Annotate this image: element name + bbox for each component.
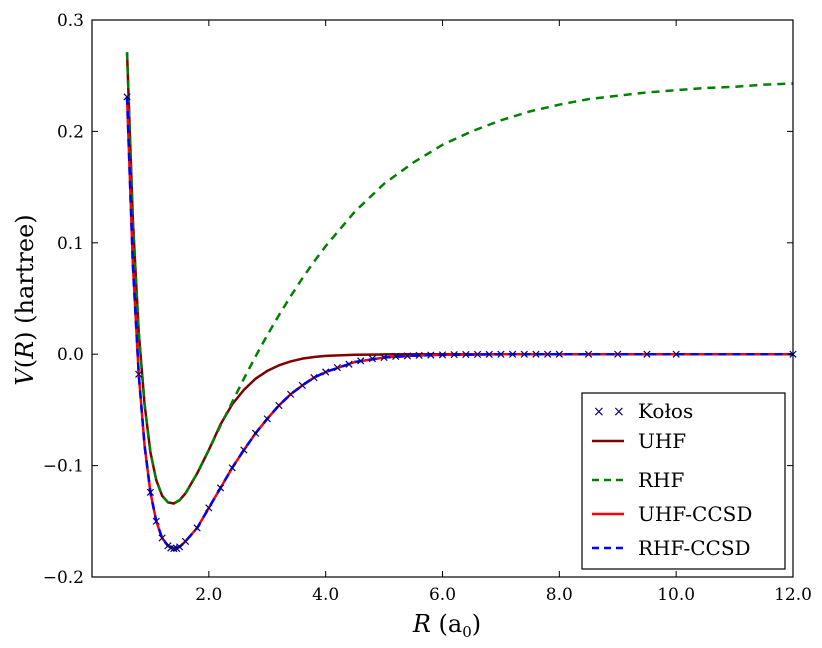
kolos-point [520, 350, 528, 358]
kolos-point [380, 353, 388, 362]
kolos-point [123, 93, 131, 101]
y-tick-label: 0.0 [57, 345, 84, 365]
kolos-point [532, 350, 540, 358]
kolos-point [368, 355, 377, 363]
kolos-point [251, 429, 260, 437]
kolos-point [438, 351, 447, 359]
kolos-point [176, 543, 184, 551]
y-axis-label: V(R) (hartree) [11, 214, 39, 385]
legend-rhf-label: RHF [638, 468, 685, 492]
x-tick-label: 6.0 [429, 585, 456, 605]
series-line-rhf [125, 52, 794, 505]
x-tick-label: 12.0 [774, 585, 812, 605]
y-tick-label: 0.3 [57, 11, 84, 31]
kolos-point [205, 504, 213, 512]
legend-kolos-marker-1: × [593, 404, 605, 420]
kolos-point [357, 357, 365, 365]
kolos-point [181, 537, 190, 545]
legend-entry-rhf: RHF [592, 468, 685, 492]
y-tick-label: 0.1 [57, 234, 84, 254]
legend-rhf-ccsd-label: RHF-CCSD [638, 536, 751, 560]
y-axis-label-open: ( [11, 359, 39, 368]
x-axis-label: R (a0) [412, 610, 481, 641]
x-tick-label: 2.0 [195, 585, 222, 605]
kolos-point [135, 370, 143, 378]
x-axis-label-subscript: 0 [462, 623, 472, 641]
plot-area [123, 52, 797, 553]
y-tick-label: 0.2 [57, 122, 84, 142]
kolos-point [392, 352, 400, 361]
axis-ticks: 2.0 4.0 6.0 8.0 10.0 12.0 −0.2 −0.1 0.0 0.1 0.2 0.3 [43, 11, 812, 605]
legend-entry-rhf-ccsd: RHF-CCSD [592, 536, 751, 560]
kolos-point [403, 352, 412, 360]
kolos-point [584, 350, 593, 358]
kolos-point [555, 350, 563, 358]
kolos-point [322, 368, 330, 376]
legend-entry-uhf: UHF [592, 429, 686, 453]
legend-uhf-label: UHF [638, 429, 686, 453]
x-axis-label-symbol: R [412, 610, 431, 638]
y-axis-label-unit: (hartree) [11, 214, 39, 331]
y-axis-label-close: ) [11, 331, 39, 340]
x-axis-label-close: ) [472, 610, 481, 638]
kolos-point [497, 350, 505, 358]
legend-box [581, 392, 786, 570]
kolos-point [508, 350, 517, 358]
kolos-point [672, 350, 680, 358]
y-tick-label: −0.1 [43, 457, 84, 477]
x-axis-label-unit: (a [431, 610, 462, 638]
kolos-point [544, 350, 552, 358]
y-axis-label-symbol-r: R [11, 341, 39, 360]
kolos-point [415, 351, 423, 359]
kolos-point [240, 446, 248, 454]
legend-entry-uhf-ccsd: UHF-CCSD [592, 502, 752, 526]
legend-kolos-marker-2: × [613, 404, 625, 420]
legend-uhf-ccsd-label: UHF-CCSD [638, 502, 752, 526]
kolos-point [193, 524, 201, 532]
legend-kolos-label: Kołos [638, 399, 693, 423]
kolos-point [473, 350, 482, 359]
kolos-point [152, 517, 160, 525]
kolos-point [286, 390, 295, 398]
y-axis-label-symbol: V [11, 366, 39, 386]
kolos-point [614, 350, 622, 358]
legend: × × Kołos UHF RHF UHF-CCSD RHF-CCSD [581, 392, 786, 570]
legend-entry-kolos: × × Kołos [593, 399, 693, 423]
kolos-point [228, 464, 236, 472]
kolos-point [263, 415, 271, 423]
kolos-point [643, 350, 651, 358]
kolos-point [462, 350, 470, 359]
x-tick-label: 8.0 [546, 585, 573, 605]
kolos-point [427, 351, 435, 359]
kolos-point [450, 351, 458, 359]
x-tick-label: 4.0 [312, 585, 339, 605]
kolos-point [345, 360, 353, 368]
y-tick-label: −0.2 [43, 568, 84, 588]
kolos-point [216, 484, 225, 492]
kolos-point [146, 488, 155, 496]
kolos-point [310, 373, 318, 382]
kolos-point [275, 401, 283, 410]
kolos-point [158, 534, 166, 542]
kolos-point [333, 363, 341, 372]
kolos-point [170, 544, 178, 553]
kolos-point [298, 381, 306, 390]
x-tick-label: 10.0 [657, 585, 695, 605]
kolos-point [485, 350, 493, 358]
